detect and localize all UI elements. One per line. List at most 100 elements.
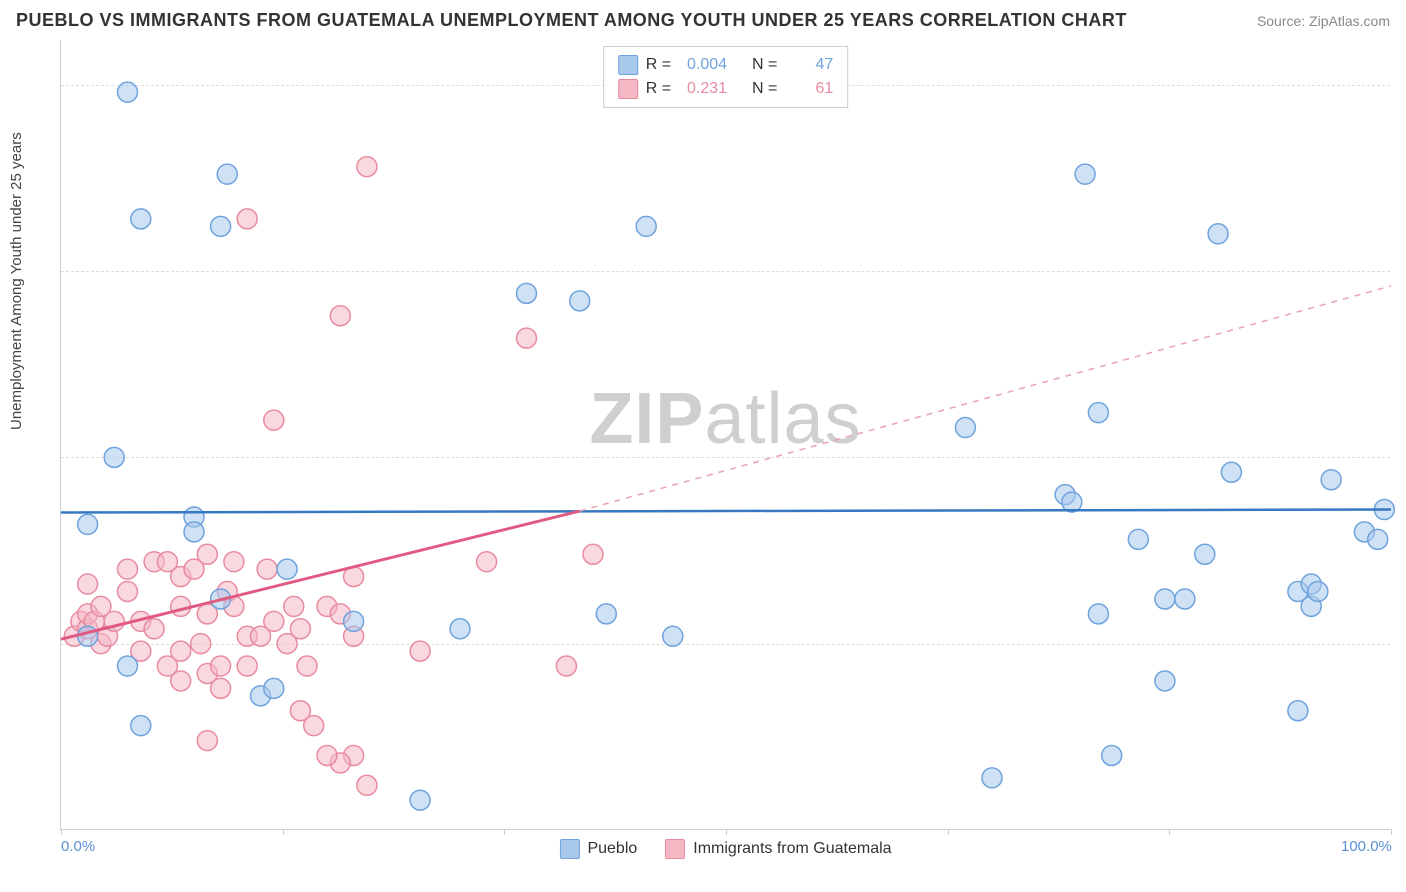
data-point xyxy=(410,790,430,810)
data-point xyxy=(517,328,537,348)
data-point xyxy=(1088,604,1108,624)
x-tick-label: 100.0% xyxy=(1341,838,1391,855)
data-point xyxy=(290,701,310,721)
legend-label-guatemala: Immigrants from Guatemala xyxy=(693,840,891,858)
y-tick-label: 37.5% xyxy=(1395,263,1406,280)
data-point xyxy=(570,291,590,311)
stat-r-label: R = xyxy=(646,53,671,77)
x-tick-label: 0.0% xyxy=(61,838,95,855)
data-point xyxy=(257,559,277,579)
stats-row-guatemala: R = 0.231 N = 61 xyxy=(618,77,834,101)
trend-line xyxy=(61,511,580,639)
data-point xyxy=(211,656,231,676)
stats-row-pueblo: R = 0.004 N = 47 xyxy=(618,53,834,77)
stat-r-value-guatemala: 0.231 xyxy=(679,77,727,101)
data-point xyxy=(78,626,98,646)
stat-n-label-2: N = xyxy=(752,77,777,101)
data-point xyxy=(1288,701,1308,721)
data-point xyxy=(955,418,975,438)
data-point xyxy=(1308,582,1328,602)
data-point xyxy=(118,656,138,676)
data-point xyxy=(1321,470,1341,490)
data-point xyxy=(1088,403,1108,423)
data-point xyxy=(224,552,244,572)
legend-label-pueblo: Pueblo xyxy=(587,840,637,858)
data-point xyxy=(171,671,191,691)
legend-item-guatemala: Immigrants from Guatemala xyxy=(665,839,891,859)
stat-r-value-pueblo: 0.004 xyxy=(679,53,727,77)
correlation-stats-box: R = 0.004 N = 47 R = 0.231 N = 61 xyxy=(603,46,849,108)
data-point xyxy=(217,164,237,184)
x-tick-mark xyxy=(1391,829,1392,835)
x-tick-mark xyxy=(61,829,62,835)
data-point xyxy=(344,611,364,631)
data-point xyxy=(104,447,124,467)
data-point xyxy=(357,157,377,177)
x-tick-mark xyxy=(948,829,949,835)
y-tick-label: 25.0% xyxy=(1395,449,1406,466)
data-point xyxy=(171,641,191,661)
data-point xyxy=(297,656,317,676)
stat-r-label-2: R = xyxy=(646,77,671,101)
data-point xyxy=(477,552,497,572)
data-point xyxy=(264,611,284,631)
y-axis-label: Unemployment Among Youth under 25 years xyxy=(8,132,25,430)
data-point xyxy=(237,656,257,676)
chart-plot-area: ZIPatlas 12.5%25.0%37.5%50.0% R = 0.004 … xyxy=(60,40,1390,830)
data-point xyxy=(277,559,297,579)
data-point xyxy=(357,775,377,795)
y-tick-label: 12.5% xyxy=(1395,635,1406,652)
y-tick-label: 50.0% xyxy=(1395,76,1406,93)
data-point xyxy=(330,306,350,326)
data-point xyxy=(131,209,151,229)
source-name: ZipAtlas.com xyxy=(1309,13,1390,29)
stat-n-value-pueblo: 47 xyxy=(785,53,833,77)
swatch-guatemala xyxy=(618,79,638,99)
data-point xyxy=(1128,529,1148,549)
stat-n-label: N = xyxy=(752,53,777,77)
stat-n-value-guatemala: 61 xyxy=(785,77,833,101)
data-point xyxy=(1221,462,1241,482)
x-tick-mark xyxy=(504,829,505,835)
data-point xyxy=(556,656,576,676)
data-point xyxy=(264,410,284,430)
x-tick-mark xyxy=(1169,829,1170,835)
data-point xyxy=(982,768,1002,788)
data-point xyxy=(596,604,616,624)
data-point xyxy=(1102,745,1122,765)
source-prefix: Source: xyxy=(1257,13,1309,29)
data-point xyxy=(636,216,656,236)
swatch-pueblo xyxy=(618,55,638,75)
data-point xyxy=(144,619,164,639)
data-point xyxy=(410,641,430,661)
legend-swatch-guatemala xyxy=(665,839,685,859)
data-point xyxy=(583,544,603,564)
trend-line xyxy=(580,286,1391,511)
trend-line xyxy=(61,510,1391,513)
data-point xyxy=(1175,589,1195,609)
data-point xyxy=(290,619,310,639)
data-point xyxy=(1155,589,1175,609)
data-point xyxy=(450,619,470,639)
data-point xyxy=(284,596,304,616)
data-point xyxy=(317,745,337,765)
data-point xyxy=(211,216,231,236)
source-attribution: Source: ZipAtlas.com xyxy=(1257,13,1390,29)
legend-swatch-pueblo xyxy=(559,839,579,859)
x-tick-mark xyxy=(283,829,284,835)
scatter-svg xyxy=(61,40,1390,829)
data-point xyxy=(1195,544,1215,564)
data-point xyxy=(1075,164,1095,184)
data-point xyxy=(191,634,211,654)
data-point xyxy=(237,209,257,229)
data-point xyxy=(184,522,204,542)
data-point xyxy=(131,716,151,736)
data-point xyxy=(1155,671,1175,691)
data-point xyxy=(264,678,284,698)
data-point xyxy=(197,544,217,564)
data-point xyxy=(211,678,231,698)
legend-item-pueblo: Pueblo xyxy=(559,839,637,859)
data-point xyxy=(78,574,98,594)
legend: Pueblo Immigrants from Guatemala xyxy=(559,839,891,859)
data-point xyxy=(197,731,217,751)
